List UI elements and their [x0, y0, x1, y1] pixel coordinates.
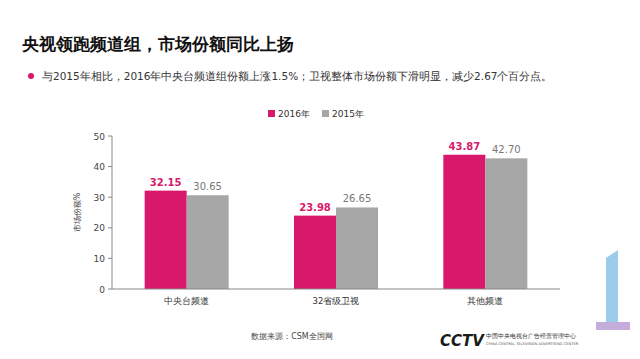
logo-name-en: CHINA CENTRAL TELEVISION ADVERTISING CEN… — [486, 342, 579, 346]
y-tick-label: 20 — [94, 223, 106, 233]
data-label: 30.65 — [193, 181, 222, 192]
y-tick — [108, 258, 112, 259]
data-label: 42.70 — [492, 144, 521, 155]
y-axis-label: 市场份额% — [73, 192, 82, 232]
bar — [485, 158, 527, 289]
data-label: 26.65 — [343, 193, 372, 204]
bar — [187, 195, 229, 289]
x-tick-label: 32省级卫视 — [313, 296, 360, 306]
x-tick-label: 中央台频道 — [164, 296, 209, 306]
title: 央视领跑频道组，市场份额同比上扬 — [21, 34, 294, 54]
bar — [336, 207, 378, 289]
subtitle: 与2015年相比，2016年中央台频道组份额上涨1.5%；卫视整体市场份额下滑明… — [42, 70, 553, 82]
y-axis — [112, 136, 113, 289]
data-label: 32.15 — [150, 177, 182, 188]
logo-text: CCTV — [440, 332, 485, 350]
y-tick-label: 30 — [94, 193, 106, 203]
data-label: 23.98 — [299, 202, 331, 213]
data-label: 43.87 — [449, 141, 481, 152]
legend-label: 2015年 — [332, 109, 364, 119]
bullet — [28, 73, 34, 79]
y-tick — [108, 197, 112, 198]
decoration — [606, 250, 618, 322]
x-axis — [112, 289, 560, 290]
y-tick-label: 40 — [94, 162, 106, 172]
bar — [145, 191, 187, 289]
y-tick — [108, 289, 112, 290]
y-tick — [108, 227, 112, 228]
y-tick — [108, 166, 112, 167]
y-tick-label: 50 — [94, 132, 106, 142]
bar — [443, 155, 485, 289]
legend-label: 2016年 — [278, 109, 310, 119]
logo-name-cn: 中国中央电视台广告经营管理中心 — [486, 332, 576, 339]
decoration — [596, 322, 630, 330]
y-tick-label: 0 — [99, 285, 105, 295]
x-tick-label: 其他频道 — [467, 296, 503, 306]
bar — [294, 216, 336, 289]
y-tick — [108, 136, 112, 137]
source: 数据来源：CSM全国网 — [251, 332, 333, 341]
chart: 央视领跑频道组，市场份额同比上扬与2015年相比，2016年中央台频道组份额上涨… — [0, 0, 640, 359]
bars — [145, 155, 528, 289]
y-tick-label: 10 — [94, 254, 106, 264]
legend-swatch — [268, 110, 275, 117]
legend-swatch — [322, 110, 329, 117]
